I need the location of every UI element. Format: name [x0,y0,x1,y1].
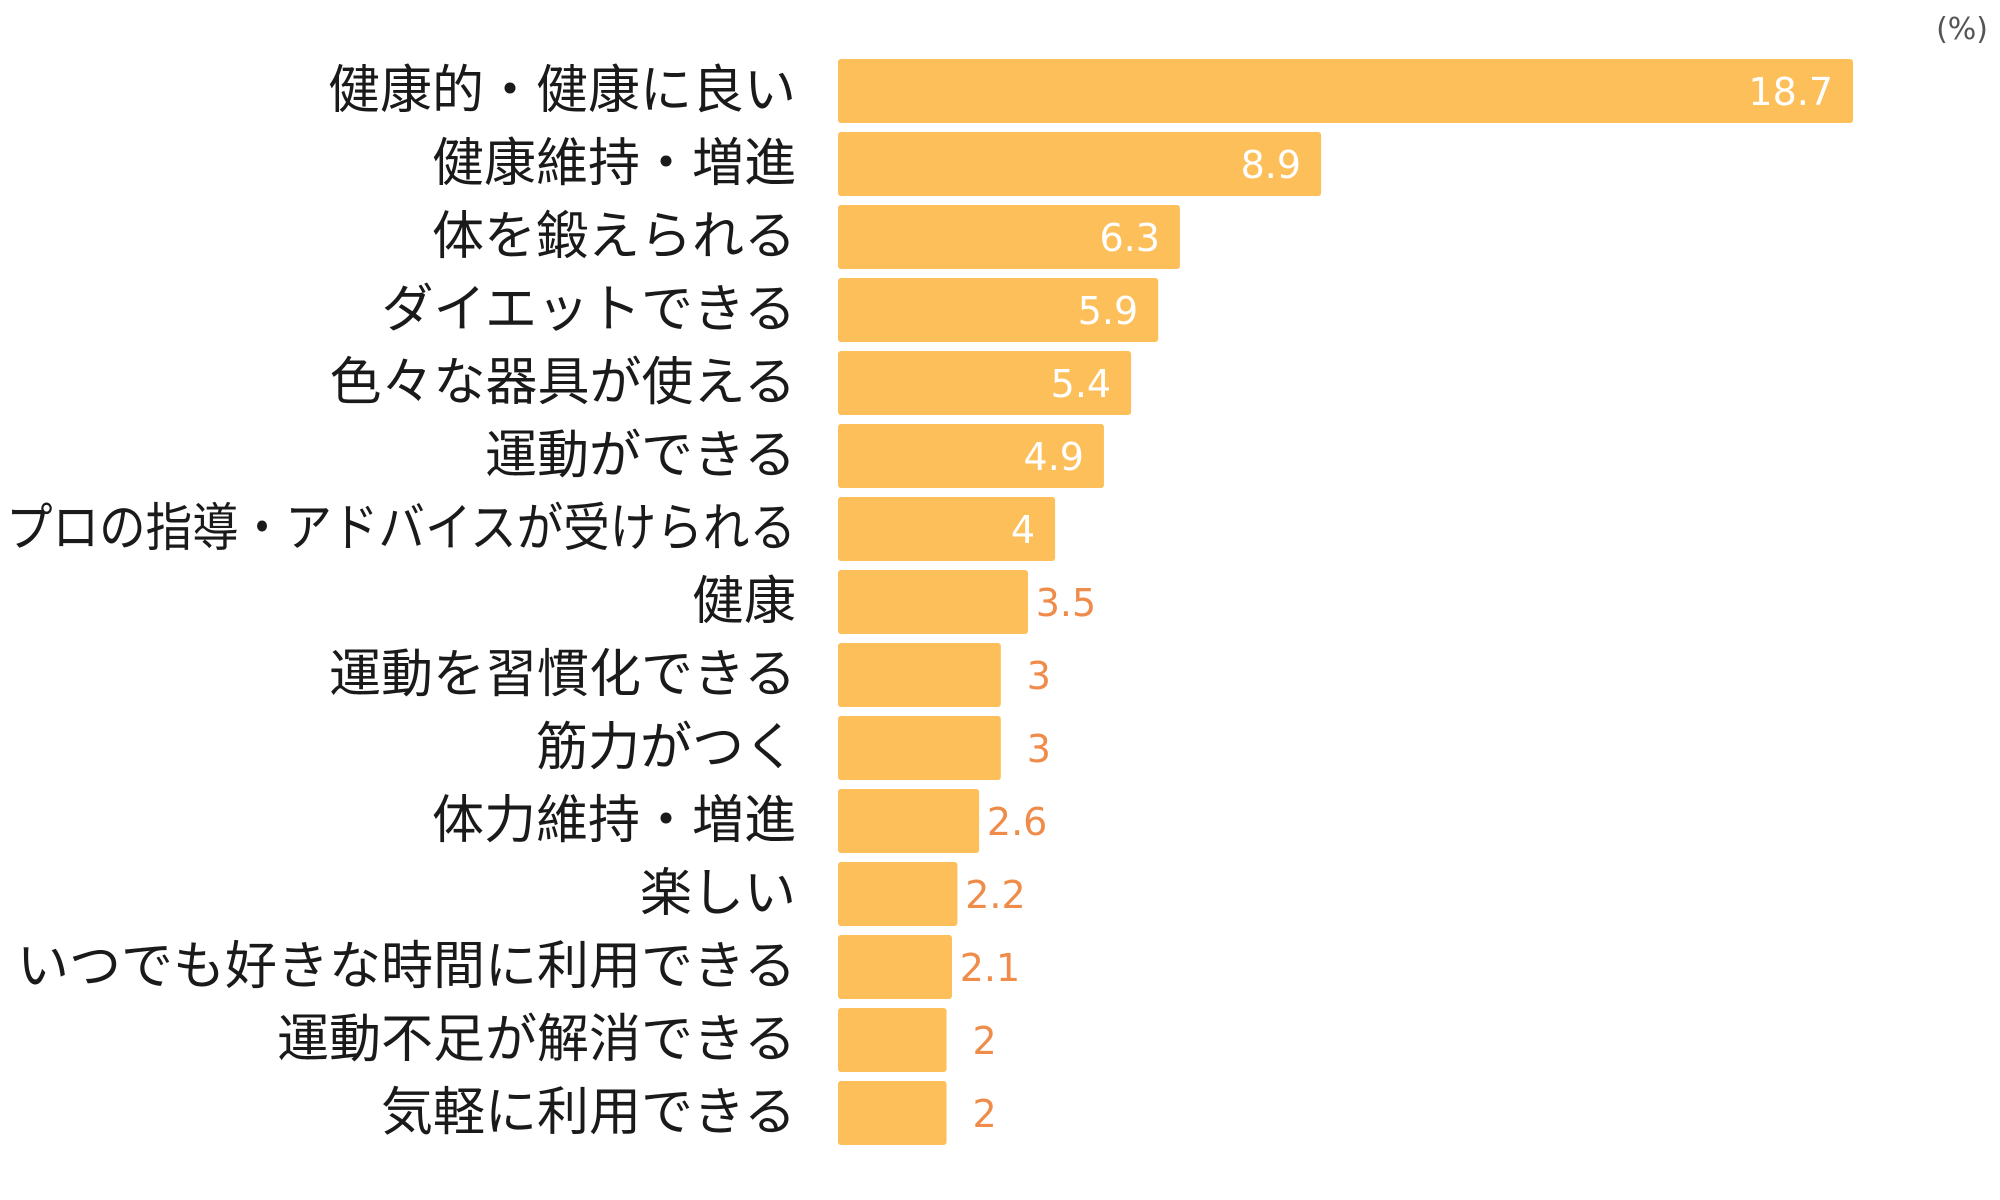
value-label: 18.7 [1748,70,1833,114]
category-label: 体を鍛えられる [432,207,796,267]
category-label: 気軽に利用できる [381,1083,796,1143]
bar [838,132,1322,196]
value-label: 6.3 [1100,216,1160,260]
value-label: 2 [972,1092,996,1136]
bar [838,570,1028,634]
bar [838,205,1180,269]
bar [838,862,958,926]
value-label: 2 [972,1019,996,1063]
bar [838,59,1853,123]
category-label: プロの指導・アドバイスが受けられる [6,499,796,559]
value-label: 8.9 [1241,143,1301,187]
value-label: 3.5 [1036,581,1096,625]
bar [838,351,1132,415]
value-label: 5.9 [1078,289,1138,333]
value-label: 2.2 [965,873,1025,917]
category-labels-group: 健康的・健康に良い健康維持・増進体を鍛えられるダイエットできる色々な器具が使える… [6,61,796,1143]
category-label: 体力維持・増進 [432,791,796,851]
category-label: 楽しい [640,864,796,924]
bar [838,278,1159,342]
bar [838,935,952,999]
bar [838,424,1104,488]
category-label: 運動を習慣化できる [329,645,796,705]
category-label: 筋力がつく [536,718,796,778]
category-label: 運動不足が解消できる [277,1010,796,1070]
value-label: 4 [1011,508,1035,552]
category-label: ダイエットできる [382,280,796,340]
bar [838,1008,947,1072]
value-label: 4.9 [1024,435,1084,479]
category-label: 健康維持・増進 [432,134,796,194]
value-label: 5.4 [1051,362,1111,406]
category-label: 健康 [692,572,796,632]
value-label: 2.6 [987,800,1047,844]
bar [838,1081,947,1145]
category-label: いつでも好きな時間に利用できる [17,937,796,997]
bars-group [838,59,1853,1145]
category-label: 色々な器具が使える [330,353,796,413]
bar [838,716,1001,780]
unit-label: (%) [1936,12,1988,47]
value-label: 2.1 [960,946,1020,990]
category-label: 運動ができる [485,426,796,486]
bar [838,789,980,853]
bar [838,643,1001,707]
value-label: 3 [1027,654,1051,698]
bar [838,497,1056,561]
value-labels-group: 18.7 8.9 6.3 5.9 5.4 4.9 43.5 3 3 2.6 2.2 2.1 2 2 [960,70,1833,1136]
category-label: 健康的・健康に良い [328,61,796,121]
value-label: 3 [1027,727,1051,771]
